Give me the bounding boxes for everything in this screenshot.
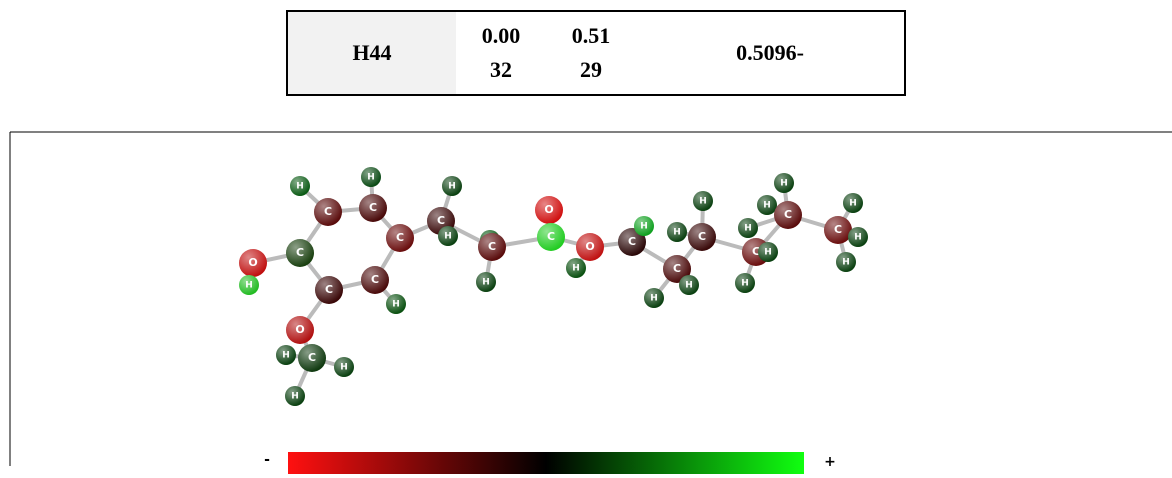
atom-label: C — [324, 205, 332, 218]
atom: H — [843, 193, 863, 213]
atom: H — [438, 226, 458, 246]
atom: H — [757, 195, 777, 215]
atom-label: H — [482, 278, 490, 288]
atom: H — [693, 191, 713, 211]
atom: H — [679, 275, 699, 295]
atom: H — [774, 173, 794, 193]
atom-label: C — [628, 235, 636, 248]
scale-min: - — [264, 452, 270, 468]
atom-label: H — [340, 363, 348, 373]
atom: C — [286, 239, 314, 267]
atom-label: C — [488, 240, 496, 253]
atom-label: C — [437, 214, 445, 227]
atom: H — [386, 294, 406, 314]
atom-label: H — [741, 279, 749, 289]
atom-label: C — [369, 201, 377, 214]
atom-label: O — [585, 240, 594, 253]
atom-label: H — [685, 281, 693, 291]
atom-label: H — [673, 228, 681, 238]
atom: H — [848, 227, 868, 247]
page: H44 0.0032 0.5129 0.5096- HCCHHCHCOCHCCH… — [0, 0, 1172, 478]
atom-label: C — [371, 273, 379, 286]
atom: H — [566, 258, 586, 278]
atom-label: H — [392, 300, 400, 310]
atom-label: H — [296, 182, 304, 192]
atom: H — [644, 288, 664, 308]
atom: H — [634, 216, 654, 236]
atom-label: H — [291, 392, 299, 402]
atom: H — [285, 386, 305, 406]
atom-label: H — [842, 258, 850, 268]
atom-label: H — [744, 224, 752, 234]
atom-label: C — [698, 230, 706, 243]
atom-label: C — [396, 231, 404, 244]
atom: H — [290, 176, 310, 196]
atom: H — [735, 273, 755, 293]
atom: C — [537, 223, 565, 251]
atom: C — [478, 233, 506, 261]
atom-label: C — [325, 283, 333, 296]
color-scale — [288, 452, 804, 474]
atom: C — [298, 344, 326, 372]
atom: C — [688, 223, 716, 251]
atom-label: C — [673, 262, 681, 275]
atom-label: H — [699, 197, 707, 207]
atom: C — [314, 198, 342, 226]
atom-label: H — [854, 233, 862, 243]
atom: H — [239, 275, 259, 295]
atom: H — [836, 252, 856, 272]
figure: HCCHHCHCOCHCCHOCHHHHCHOCOHCHHCHCHHCHHHHC… — [0, 0, 1172, 478]
atom: H — [667, 222, 687, 242]
atom: H — [334, 357, 354, 377]
atom-label: H — [764, 248, 772, 258]
atom-label: H — [780, 179, 788, 189]
atom-label: H — [640, 222, 648, 232]
atom-label: O — [544, 203, 553, 216]
atom: H — [442, 176, 462, 196]
atom-label: C — [547, 230, 555, 243]
atom: C — [315, 276, 343, 304]
atom: C — [774, 201, 802, 229]
atom: O — [286, 316, 314, 344]
atom: H — [738, 218, 758, 238]
atom-label: O — [295, 323, 304, 336]
atom-label: H — [849, 199, 857, 209]
atom: O — [576, 233, 604, 261]
atom-label: H — [367, 173, 375, 183]
atom: O — [535, 196, 563, 224]
atom-label: H — [650, 294, 658, 304]
atom: H — [758, 242, 778, 262]
atoms: HCCHHCHCOCHCCHOCHHHHCHOCOHCHHCHCHHCHHHHC… — [239, 167, 868, 406]
atom-label: H — [448, 182, 456, 192]
atom: C — [386, 224, 414, 252]
atom: C — [361, 266, 389, 294]
atom-label: C — [834, 223, 842, 236]
atom-label: H — [282, 351, 290, 361]
atom-label: O — [248, 256, 257, 269]
atom: C — [359, 194, 387, 222]
atom-label: C — [308, 351, 316, 364]
atom-label: H — [572, 264, 580, 274]
atom: H — [476, 272, 496, 292]
atom: H — [276, 345, 296, 365]
atom-label: C — [296, 246, 304, 259]
atom-label: H — [245, 281, 253, 291]
atom-label: H — [444, 232, 452, 242]
atom: H — [361, 167, 381, 187]
atom-label: C — [784, 208, 792, 221]
atom: C — [824, 216, 852, 244]
atom: O — [239, 249, 267, 277]
scale-max: + — [824, 454, 836, 470]
atom-label: H — [763, 201, 771, 211]
